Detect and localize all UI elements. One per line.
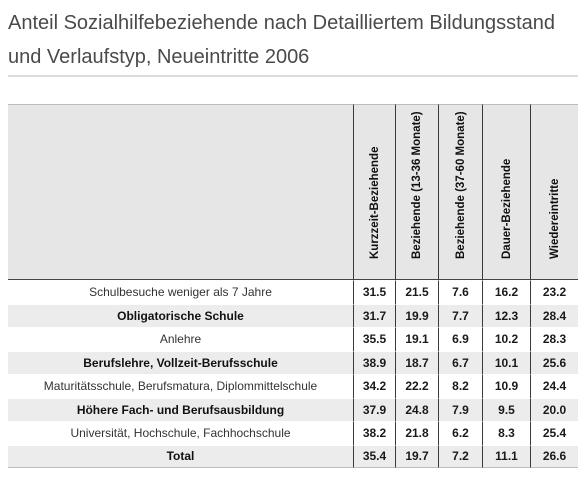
table-cell: 7.2	[438, 444, 482, 468]
table-cell: 34.2	[353, 374, 395, 398]
column-header-label: Dauer-Beziehende	[500, 158, 513, 259]
table-cell: 22.2	[395, 374, 438, 398]
table-cell: 11.1	[482, 444, 530, 468]
table-cell: 16.2	[482, 280, 530, 304]
table-header-row: Kurzzeit-Beziehende Beziehende (13-36 Mo…	[8, 104, 578, 280]
table-cell: 6.7	[438, 350, 482, 374]
table-cell: 10.2	[482, 327, 530, 351]
row-label: Obligatorische Schule	[8, 303, 353, 327]
row-label: Maturitätsschule, Berufsmatura, Diplommi…	[8, 374, 353, 398]
table-cell: 12.3	[482, 303, 530, 327]
row-label: Berufslehre, Vollzeit-Berufsschule	[8, 350, 353, 374]
column-header-label: Beziehende (13-36 Monate)	[411, 111, 423, 259]
table-cell: 23.2	[530, 280, 578, 304]
table-cell: 21.5	[395, 280, 438, 304]
table-row: Obligatorische Schule 31.7 19.9 7.7 12.3…	[8, 303, 578, 327]
table-cell: 38.2	[353, 421, 395, 445]
table-row: Höhere Fach- und Berufsausbildung 37.9 2…	[8, 397, 578, 421]
table-cell: 38.9	[353, 350, 395, 374]
table-cell: 31.5	[353, 280, 395, 304]
table-cell: 7.9	[438, 397, 482, 421]
table-row: Schulbesuche weniger als 7 Jahre 31.5 21…	[8, 280, 578, 304]
table-cell: 21.8	[395, 421, 438, 445]
table-cell: 8.3	[482, 421, 530, 445]
table-cell: 6.2	[438, 421, 482, 445]
table-cell: 19.7	[395, 444, 438, 468]
table-row: Berufslehre, Vollzeit-Berufsschule 38.9 …	[8, 350, 578, 374]
column-header: Kurzzeit-Beziehende	[353, 104, 395, 280]
table-cell: 31.7	[353, 303, 395, 327]
table-cell: 37.9	[353, 397, 395, 421]
column-header: Beziehende (13-36 Monate)	[395, 104, 438, 280]
table-row: Maturitätsschule, Berufsmatura, Diplommi…	[8, 374, 578, 398]
table-cell: 19.9	[395, 303, 438, 327]
table-cell: 7.7	[438, 303, 482, 327]
column-header-label: Beziehende (37-60 Monate)	[454, 111, 467, 259]
table-cell: 25.4	[530, 421, 578, 445]
table-cell: 24.4	[530, 374, 578, 398]
table-cell: 8.2	[438, 374, 482, 398]
table-cell: 18.7	[395, 350, 438, 374]
column-header-label: Wiedereintritte	[548, 178, 561, 259]
table-cell: 35.4	[353, 444, 395, 468]
table-cell: 20.0	[530, 397, 578, 421]
table-cell: 28.3	[530, 327, 578, 351]
row-label: Total	[8, 444, 353, 468]
table-cell: 7.6	[438, 280, 482, 304]
header-corner-cell	[8, 104, 353, 280]
table-cell: 10.9	[482, 374, 530, 398]
table-cell: 26.6	[530, 444, 578, 468]
table-cell: 6.9	[438, 327, 482, 351]
table-row-total: Total 35.4 19.7 7.2 11.1 26.6	[8, 444, 578, 468]
table-cell: 9.5	[482, 397, 530, 421]
row-label: Schulbesuche weniger als 7 Jahre	[8, 280, 353, 304]
column-header: Wiedereintritte	[530, 104, 578, 280]
table-row: Universität, Hochschule, Fachhochschule …	[8, 421, 578, 445]
column-header: Beziehende (37-60 Monate)	[438, 104, 482, 280]
table-cell: 28.4	[530, 303, 578, 327]
table-cell: 35.5	[353, 327, 395, 351]
table-cell: 10.1	[482, 350, 530, 374]
table-cell: 19.1	[395, 327, 438, 351]
table-cell: 25.6	[530, 350, 578, 374]
table-cell: 24.8	[395, 397, 438, 421]
row-label: Anlehre	[8, 327, 353, 351]
row-label: Höhere Fach- und Berufsausbildung	[8, 397, 353, 421]
page-title: Anteil Sozialhilfebeziehende nach Detail…	[8, 12, 556, 68]
data-table: Kurzzeit-Beziehende Beziehende (13-36 Mo…	[8, 104, 578, 468]
column-header-label: Kurzzeit-Beziehende	[368, 146, 381, 259]
row-label: Universität, Hochschule, Fachhochschule	[8, 421, 353, 445]
title-divider	[8, 75, 578, 77]
table-row: Anlehre 35.5 19.1 6.9 10.2 28.3	[8, 327, 578, 351]
column-header: Dauer-Beziehende	[482, 104, 530, 280]
